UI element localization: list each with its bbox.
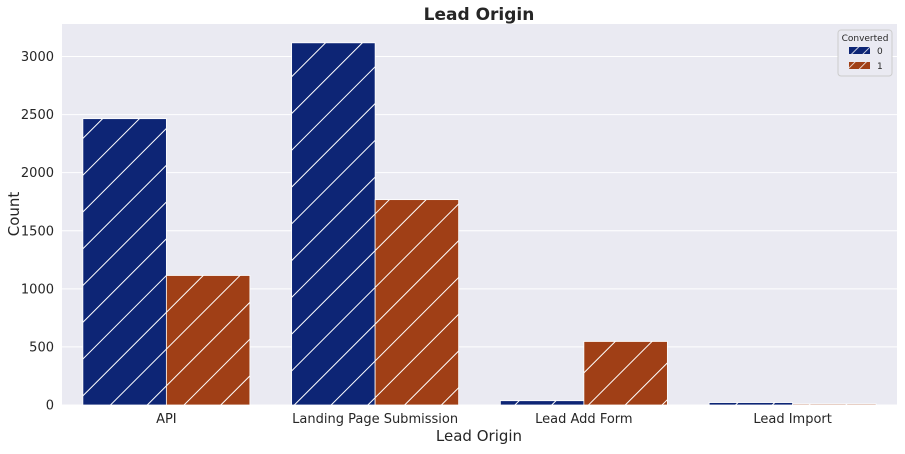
y-tick-label: 0 bbox=[46, 399, 54, 414]
bar-lead-import-converted-0 bbox=[708, 402, 794, 406]
chart-title: Lead Origin bbox=[424, 5, 535, 25]
bar-landing-page-submission-converted-1 bbox=[374, 199, 460, 406]
bar-lead-import-converted-1 bbox=[792, 403, 877, 406]
y-tick-label: 500 bbox=[29, 340, 54, 355]
bar-landing-page-submission-converted-0 bbox=[291, 42, 376, 406]
y-axis-label: Count bbox=[5, 192, 23, 237]
bar-api-converted-1 bbox=[165, 275, 251, 406]
y-tick-label: 3000 bbox=[21, 50, 54, 65]
bar-lead-add-form-converted-1 bbox=[583, 341, 668, 406]
x-axis-label: Lead Origin bbox=[436, 427, 522, 445]
y-tick-label: 2500 bbox=[21, 108, 54, 123]
y-tick-labels: 0 500 1000 1500 2000 2500 3000 bbox=[21, 50, 54, 413]
legend: Converted 0 1 bbox=[837, 29, 893, 77]
x-tick-label: API bbox=[156, 412, 177, 427]
bars bbox=[82, 42, 877, 406]
y-tick-label: 1500 bbox=[21, 224, 54, 239]
bar-api-converted-0 bbox=[82, 118, 167, 406]
x-tick-label: Lead Import bbox=[753, 412, 832, 427]
y-tick-label: 1000 bbox=[21, 282, 54, 297]
legend-swatch-1 bbox=[849, 62, 870, 69]
legend-title: Converted bbox=[842, 34, 889, 44]
legend-label-0: 0 bbox=[877, 47, 883, 57]
x-tick-label: Lead Add Form bbox=[535, 412, 632, 427]
legend-label-1: 1 bbox=[877, 62, 883, 72]
y-tick-label: 2000 bbox=[21, 166, 54, 181]
x-tick-label: Landing Page Submission bbox=[292, 412, 458, 427]
bar-lead-add-form-converted-0 bbox=[499, 400, 585, 406]
legend-swatch-0 bbox=[849, 47, 870, 54]
x-tick-labels: API Landing Page Submission Lead Add Form L… bbox=[156, 412, 832, 427]
